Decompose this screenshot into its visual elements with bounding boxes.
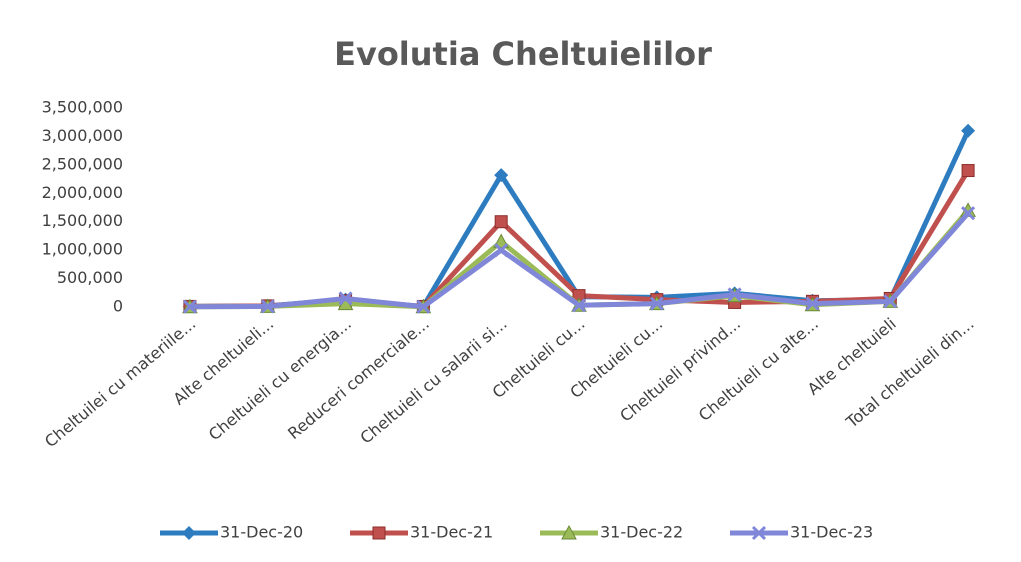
legend-item: 31-Dec-21 <box>350 523 493 542</box>
marker <box>493 233 510 249</box>
y-tick-label: 2,500,000 <box>42 154 123 173</box>
marker <box>494 168 509 183</box>
y-tick-label: 3,500,000 <box>42 98 123 117</box>
marker <box>961 164 975 178</box>
y-tick-label: 3,000,000 <box>42 126 123 145</box>
legend-item: 31-Dec-20 <box>160 523 303 542</box>
marker <box>571 298 587 313</box>
marker <box>372 526 386 540</box>
marker <box>727 287 742 302</box>
marker <box>182 299 197 314</box>
marker <box>961 206 976 221</box>
marker <box>561 524 577 540</box>
legend-label: 31-Dec-23 <box>790 523 873 542</box>
legend-label: 31-Dec-22 <box>600 523 683 542</box>
marker <box>805 296 820 311</box>
chart-title: Evolutia Cheltuielilor <box>334 35 712 73</box>
y-tick-label: 2,000,000 <box>42 183 123 202</box>
legend-label: 31-Dec-20 <box>220 523 303 542</box>
series-line <box>189 129 971 309</box>
marker <box>494 215 508 229</box>
marker <box>883 294 898 309</box>
y-tick-label: 0 <box>113 297 123 316</box>
legend-item: 31-Dec-22 <box>540 523 683 542</box>
x-tick-label: Cheltuieli cu energia... <box>205 314 355 444</box>
x-tick-label: Reduceri comerciale... <box>284 314 433 443</box>
marker <box>338 291 353 306</box>
marker <box>649 296 664 311</box>
marker <box>182 526 196 540</box>
marker <box>494 243 509 258</box>
y-tick-label: 500,000 <box>57 268 123 287</box>
marker <box>260 299 275 314</box>
marker <box>416 299 431 314</box>
series-line <box>189 169 971 309</box>
y-tick-label: 1,500,000 <box>42 211 123 230</box>
y-tick-label: 1,000,000 <box>42 240 123 259</box>
marker <box>961 123 976 138</box>
legend-item: 31-Dec-23 <box>730 523 873 542</box>
marker <box>751 525 767 541</box>
x-tick-label: Total cheltuieli din... <box>842 314 978 432</box>
legend-label: 31-Dec-21 <box>410 523 493 542</box>
x-tick-label: Cheltuilei cu materiile... <box>41 314 199 451</box>
x-tick-label: Cheltuieli cu salarii si... <box>356 314 510 448</box>
